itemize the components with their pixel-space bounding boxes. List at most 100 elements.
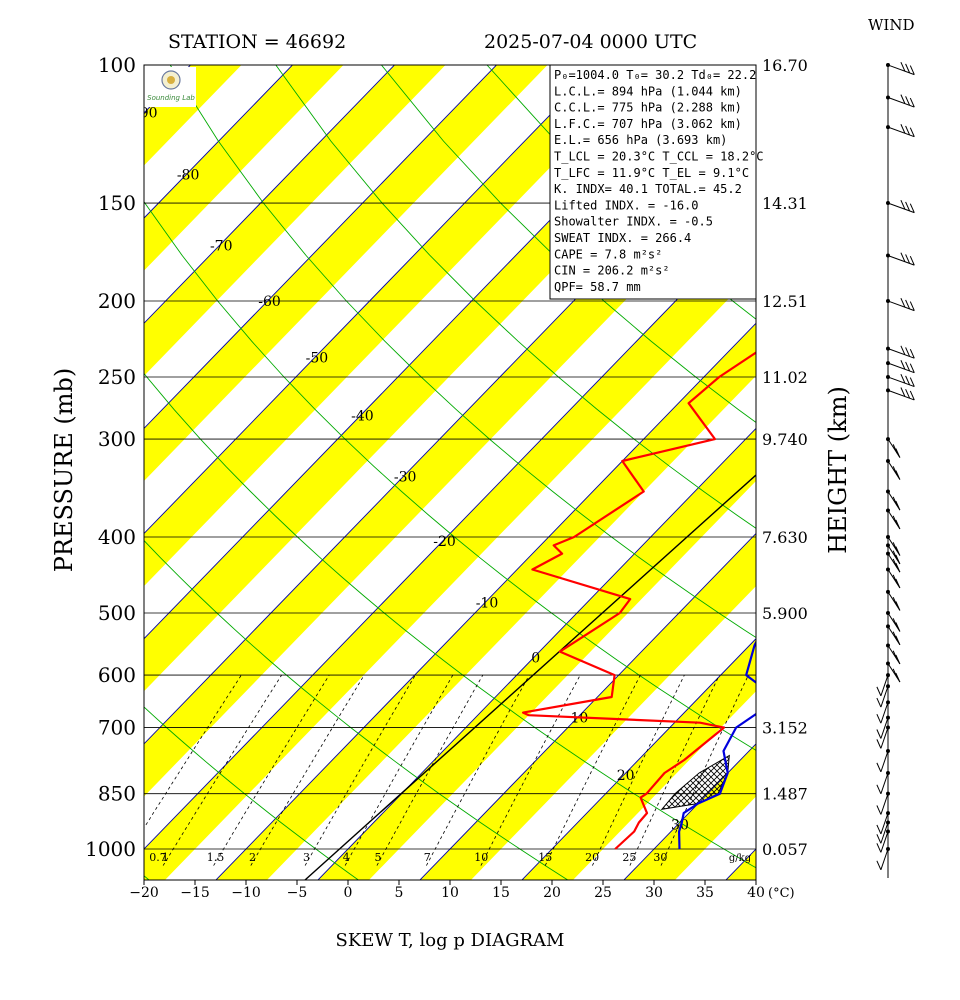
wind-barb-feather: [895, 578, 901, 589]
temperature-tick-label: −15: [180, 885, 210, 901]
pressure-tick-label: 700: [98, 716, 136, 740]
y-axis-label: PRESSURE (mb): [50, 368, 78, 573]
wind-barb-feather: [905, 389, 911, 399]
height-tick-label: 5.900: [762, 604, 808, 623]
wind-barb-staff: [887, 202, 915, 214]
temperature-tick-label: 0: [344, 885, 353, 901]
mixing-ratio-line: [162, 674, 282, 866]
wind-barb-staff: [880, 772, 889, 795]
wind-barb-feather: [876, 762, 882, 773]
temperature-tick-label: 25: [594, 885, 612, 901]
wind-barb-feather: [900, 345, 906, 355]
temperature-tick-label: −20: [129, 885, 159, 901]
wind-barb-feather: [900, 200, 906, 210]
wind-barb-staff: [880, 750, 889, 773]
isotherm-line: [0, 0, 162, 881]
height-tick-label: 3.152: [762, 719, 808, 738]
mixing-ratio-label: 7: [424, 851, 431, 864]
wind-barb-feather: [909, 127, 915, 137]
mixing-ratio-label: 15: [538, 851, 552, 864]
isotherm-line: [521, 638, 756, 880]
isotherm-line: [419, 532, 756, 880]
wind-barb-feather: [876, 824, 882, 835]
wind-barb-staff: [887, 438, 901, 458]
wind-barb-feather: [892, 515, 898, 525]
yellow-band: [929, 0, 960, 882]
wind-barb-feather: [895, 500, 901, 511]
isotherm-line: [144, 65, 600, 535]
wind-barb-feather: [900, 61, 906, 72]
wind-barb-staff: [887, 491, 901, 511]
wind-barb-staff: [887, 300, 915, 312]
wind-barb-staff: [887, 460, 901, 480]
wind-barb-staff: [887, 553, 901, 573]
logo: Sounding Lab: [146, 67, 196, 107]
wind-barb-feather: [895, 672, 901, 683]
chart-title: SKEW T, log p DIAGRAM: [336, 930, 565, 951]
y-axis-right-label: HEIGHT (km): [824, 386, 852, 554]
height-tick-label: 0.057: [762, 840, 808, 859]
isotherm-label: 0: [531, 651, 540, 667]
wind-barb-feather: [895, 470, 901, 480]
temperature-tick-label: 10: [441, 885, 459, 901]
wind-barb-staff: [880, 793, 889, 815]
pressure-tick-label: 300: [98, 427, 136, 451]
height-tick-label: 7.630: [762, 528, 808, 547]
wind-barb-feather: [876, 860, 882, 871]
wind-barb-staff: [887, 348, 915, 359]
wind-barb-feather: [905, 201, 911, 212]
mixing-ratio-line: [144, 674, 242, 829]
wind-barb-feather: [892, 466, 898, 476]
wind-barb-staff: [887, 96, 915, 108]
wind-barb-feather: [892, 650, 898, 660]
wind-barb-feather: [905, 375, 911, 386]
wind-barb-feather: [909, 363, 915, 373]
dry-adiabat-line: [169, 65, 756, 639]
wind-barb-staff: [880, 822, 889, 844]
wind-barb-staff: [880, 812, 889, 835]
pressure-tick-label: 500: [98, 601, 136, 625]
temperature-tick-labels: −20 −15 −10 −5 0 5 10 15 20 25 30 35 40: [129, 880, 765, 901]
wind-barb-feather: [876, 697, 882, 708]
pressure-tick-label: 250: [98, 365, 136, 389]
stats-line: T_LCL = 20.3°C T_CCL = 18.2°C: [554, 150, 764, 164]
isotherm-label: -40: [351, 409, 374, 425]
wind-barb-feather: [905, 347, 911, 357]
wind-barb-feather: [895, 519, 901, 530]
mixing-ratio-lines: [144, 674, 749, 866]
isotherm-line: [144, 65, 498, 430]
wind-barb-feather: [876, 739, 882, 749]
wind-barb-feather: [876, 805, 882, 815]
temperature-unit: (°C): [768, 886, 795, 901]
wind-label: WIND: [868, 16, 915, 34]
mixing-ratio-label: 5: [374, 851, 381, 864]
wind-barb-feather: [892, 631, 898, 641]
isotherm-line: [317, 427, 756, 880]
mixing-ratio-line: [213, 674, 330, 866]
isotherm-line: [144, 217, 756, 850]
stats-line: P₀=1004.0 T₀= 30.2 Td₀= 22.2: [554, 68, 756, 82]
temperature-tick-label: 5: [395, 885, 404, 901]
isotherm-line: [144, 65, 294, 219]
stats-line: CIN = 206.2 m²s²: [554, 264, 670, 278]
wind-barb-feather: [892, 542, 898, 552]
wind-barbs: [876, 61, 915, 878]
pressure-tick-label: 400: [98, 525, 136, 549]
yellow-band: [144, 65, 548, 481]
stats-line: Lifted INDX. = -16.0: [554, 198, 699, 212]
wind-barb-feather: [876, 686, 882, 697]
sounding-traces: [304, 351, 756, 880]
wind-barb-staff: [887, 362, 915, 374]
wind-barb-feather: [909, 97, 915, 108]
mixing-ratio-label: 25: [622, 851, 636, 864]
wind-barb-feather: [895, 546, 901, 556]
parcel-reference-line: [304, 474, 756, 880]
dry-adiabat-line: [381, 65, 756, 424]
yellow-band: [144, 218, 756, 880]
wind-barb-staff: [887, 645, 901, 665]
wind-barb-feather: [909, 65, 915, 75]
stats-box: P₀=1004.0 T₀= 30.2 Td₀= 22.2 L.C.L.= 894 …: [549, 64, 764, 300]
temperature-tick-label: 40: [747, 885, 765, 901]
wind-barb-feather: [892, 558, 898, 569]
